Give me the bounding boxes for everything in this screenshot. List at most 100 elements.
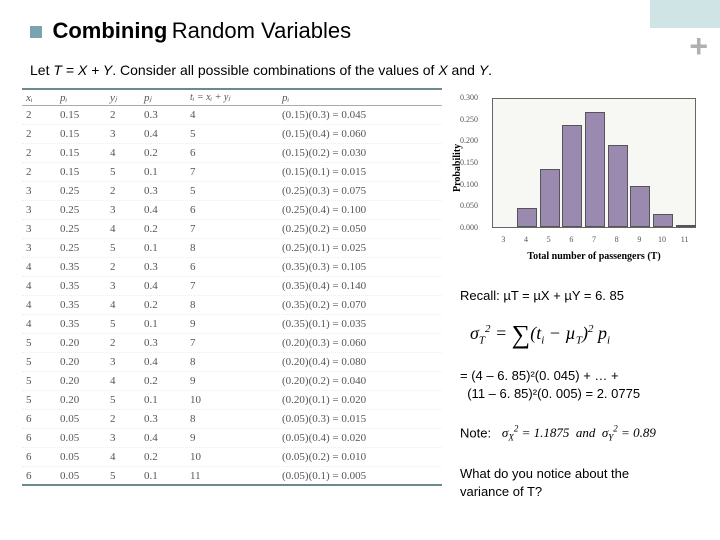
table-header: xᵢ pᵢ yⱼ pⱼ tᵢ = xᵢ + yⱼ pᵢ bbox=[22, 88, 442, 106]
chart-xtick: 9 bbox=[629, 235, 649, 244]
chart-ytick: 0.150 bbox=[460, 158, 478, 167]
cell-yi: 5 bbox=[110, 394, 144, 406]
title-bold: Combining bbox=[52, 18, 167, 43]
cell-pyi: 0.4 bbox=[144, 204, 190, 216]
chart-bar bbox=[676, 225, 696, 227]
cell-pxi: 0.20 bbox=[60, 375, 110, 387]
cell-yi: 4 bbox=[110, 299, 144, 311]
cell-pi: (0.20)(0.3) = 0.060 bbox=[282, 337, 432, 349]
cell-pi: (0.15)(0.2) = 0.030 bbox=[282, 147, 432, 159]
cell-yi: 2 bbox=[110, 337, 144, 349]
table-row: 50.2050.110(0.20)(0.1) = 0.020 bbox=[22, 391, 442, 410]
cell-pi: (0.35)(0.3) = 0.105 bbox=[282, 261, 432, 273]
chart-xtick: 3 bbox=[493, 235, 513, 244]
chart-ytick: 0.250 bbox=[460, 115, 478, 124]
cell-pyi: 0.2 bbox=[144, 375, 190, 387]
cell-yi: 5 bbox=[110, 470, 144, 482]
title-rest: Random Variables bbox=[172, 18, 351, 43]
cell-ti: 9 bbox=[190, 375, 282, 387]
cell-pi: (0.20)(0.1) = 0.020 bbox=[282, 394, 432, 406]
plus-icon: + bbox=[689, 28, 708, 65]
table-row: 40.3550.19(0.35)(0.1) = 0.035 bbox=[22, 315, 442, 334]
cell-yi: 5 bbox=[110, 242, 144, 254]
cell-pxi: 0.05 bbox=[60, 470, 110, 482]
table-row: 40.3520.36(0.35)(0.3) = 0.105 bbox=[22, 258, 442, 277]
chart-xtick: 11 bbox=[675, 235, 695, 244]
cell-ti: 5 bbox=[190, 128, 282, 140]
chart-xtick: 7 bbox=[584, 235, 604, 244]
cell-xi: 6 bbox=[22, 451, 60, 463]
cell-yi: 3 bbox=[110, 432, 144, 444]
cell-pyi: 0.4 bbox=[144, 356, 190, 368]
table-row: 60.0540.210(0.05)(0.2) = 0.010 bbox=[22, 448, 442, 467]
table-row: 30.2540.27(0.25)(0.2) = 0.050 bbox=[22, 220, 442, 239]
chart-ytick: 0.300 bbox=[460, 93, 478, 102]
cell-ti: 8 bbox=[190, 413, 282, 425]
cell-yi: 3 bbox=[110, 280, 144, 292]
chart-xtick: 8 bbox=[607, 235, 627, 244]
cell-xi: 6 bbox=[22, 470, 60, 482]
cell-pxi: 0.15 bbox=[60, 128, 110, 140]
chart-bar bbox=[562, 125, 582, 227]
cell-pi: (0.35)(0.2) = 0.070 bbox=[282, 299, 432, 311]
cell-pi: (0.05)(0.4) = 0.020 bbox=[282, 432, 432, 444]
chart-ytick: 0.100 bbox=[460, 180, 478, 189]
cell-yi: 5 bbox=[110, 166, 144, 178]
slide-title: Combining Random Variables bbox=[30, 18, 351, 44]
cell-pi: (0.20)(0.4) = 0.080 bbox=[282, 356, 432, 368]
cell-pi: (0.35)(0.1) = 0.035 bbox=[282, 318, 432, 330]
cell-ti: 10 bbox=[190, 451, 282, 463]
chart-ytick: 0.000 bbox=[460, 223, 478, 232]
cell-pyi: 0.3 bbox=[144, 261, 190, 273]
cell-yi: 2 bbox=[110, 261, 144, 273]
calc-line2: (11 – 6. 85)²(0. 005) = 2. 0775 bbox=[460, 386, 706, 401]
table-row: 40.3540.28(0.35)(0.2) = 0.070 bbox=[22, 296, 442, 315]
cell-pyi: 0.4 bbox=[144, 432, 190, 444]
corner-accent bbox=[650, 0, 720, 28]
cell-pi: (0.05)(0.2) = 0.010 bbox=[282, 451, 432, 463]
cell-pxi: 0.15 bbox=[60, 147, 110, 159]
cell-pi: (0.15)(0.1) = 0.015 bbox=[282, 166, 432, 178]
table-row: 30.2520.35(0.25)(0.3) = 0.075 bbox=[22, 182, 442, 201]
col-pxi: pᵢ bbox=[60, 92, 110, 104]
table-row: 60.0550.111(0.05)(0.1) = 0.005 bbox=[22, 467, 442, 486]
cell-pxi: 0.35 bbox=[60, 299, 110, 311]
cell-pyi: 0.3 bbox=[144, 413, 190, 425]
cell-pi: (0.25)(0.3) = 0.075 bbox=[282, 185, 432, 197]
cell-pi: (0.25)(0.2) = 0.050 bbox=[282, 223, 432, 235]
cell-xi: 2 bbox=[22, 147, 60, 159]
cell-ti: 11 bbox=[190, 470, 282, 482]
cell-ti: 8 bbox=[190, 242, 282, 254]
chart-xtick: 10 bbox=[652, 235, 672, 244]
cell-yi: 4 bbox=[110, 147, 144, 159]
cell-xi: 3 bbox=[22, 204, 60, 216]
cell-pyi: 0.3 bbox=[144, 185, 190, 197]
cell-yi: 5 bbox=[110, 318, 144, 330]
col-ti: tᵢ = xᵢ + yⱼ bbox=[190, 92, 282, 103]
chart-xtick: 6 bbox=[561, 235, 581, 244]
cell-ti: 6 bbox=[190, 261, 282, 273]
cell-ti: 6 bbox=[190, 147, 282, 159]
cell-pyi: 0.2 bbox=[144, 299, 190, 311]
cell-pxi: 0.05 bbox=[60, 413, 110, 425]
cell-pxi: 0.35 bbox=[60, 280, 110, 292]
cell-xi: 5 bbox=[22, 356, 60, 368]
cell-xi: 2 bbox=[22, 128, 60, 140]
cell-yi: 4 bbox=[110, 223, 144, 235]
cell-yi: 4 bbox=[110, 375, 144, 387]
cell-xi: 3 bbox=[22, 242, 60, 254]
cell-xi: 4 bbox=[22, 299, 60, 311]
table-row: 20.1520.34(0.15)(0.3) = 0.045 bbox=[22, 106, 442, 125]
cell-xi: 2 bbox=[22, 109, 60, 121]
cell-ti: 5 bbox=[190, 185, 282, 197]
chart-bar bbox=[653, 214, 673, 227]
cell-pxi: 0.20 bbox=[60, 394, 110, 406]
cell-yi: 2 bbox=[110, 413, 144, 425]
chart-xtick: 4 bbox=[516, 235, 536, 244]
cell-xi: 5 bbox=[22, 375, 60, 387]
cell-pxi: 0.05 bbox=[60, 451, 110, 463]
cell-pyi: 0.1 bbox=[144, 242, 190, 254]
cell-xi: 4 bbox=[22, 261, 60, 273]
cell-pi: (0.35)(0.4) = 0.140 bbox=[282, 280, 432, 292]
table-row: 20.1540.26(0.15)(0.2) = 0.030 bbox=[22, 144, 442, 163]
